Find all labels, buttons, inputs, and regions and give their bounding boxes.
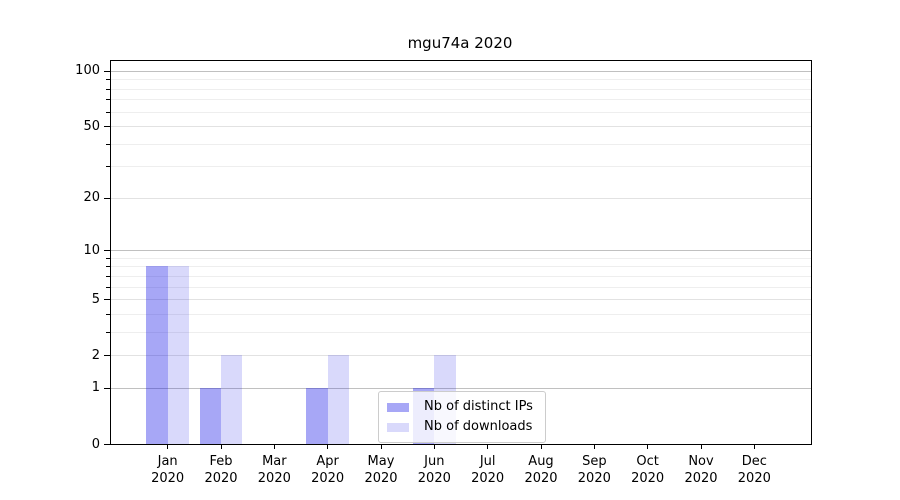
x-tick-label: Oct 2020 bbox=[631, 454, 665, 486]
x-tick-label: Apr 2020 bbox=[311, 454, 345, 486]
bar-distinct-ips bbox=[199, 387, 221, 444]
x-tick-label: Jul 2020 bbox=[471, 454, 505, 486]
y-tick-label: 0 bbox=[91, 436, 100, 452]
minor-gridline bbox=[111, 79, 811, 81]
x-tick-mark bbox=[220, 444, 222, 449]
minor-gridline bbox=[111, 166, 811, 168]
major-gridline bbox=[111, 70, 811, 72]
legend-entry-distinct-ips: Nb of distinct IPs bbox=[387, 398, 537, 416]
y-minor-tick-mark bbox=[106, 275, 110, 277]
x-tick-mark bbox=[380, 444, 382, 449]
x-tick-label: Jun 2020 bbox=[417, 454, 451, 486]
y-tick-label: 2 bbox=[91, 347, 100, 363]
minor-gridline bbox=[111, 275, 811, 277]
major-gridline bbox=[111, 126, 811, 128]
x-tick-mark bbox=[433, 444, 435, 449]
y-tick-label: 1 bbox=[91, 380, 100, 396]
minor-gridline bbox=[111, 331, 811, 333]
bar-downloads bbox=[221, 355, 243, 444]
x-tick-mark bbox=[327, 444, 329, 449]
minor-gridline bbox=[111, 266, 811, 268]
y-tick-mark bbox=[104, 299, 110, 301]
x-tick-mark bbox=[167, 444, 169, 449]
x-tick-label: May 2020 bbox=[364, 454, 398, 486]
y-tick-mark bbox=[104, 197, 110, 199]
y-minor-tick-mark bbox=[106, 79, 110, 81]
minor-gridline bbox=[111, 257, 811, 259]
y-minor-tick-mark bbox=[106, 331, 110, 333]
legend-swatch-distinct-ips bbox=[387, 402, 409, 412]
major-gridline bbox=[111, 250, 811, 252]
y-minor-tick-mark bbox=[106, 143, 110, 145]
bar-downloads bbox=[167, 266, 189, 444]
x-tick-label: Feb 2020 bbox=[204, 454, 238, 486]
y-tick-mark bbox=[104, 355, 110, 357]
minor-gridline bbox=[111, 313, 811, 315]
y-minor-tick-mark bbox=[106, 257, 110, 259]
minor-gridline bbox=[111, 88, 811, 90]
y-tick-mark bbox=[104, 387, 110, 389]
x-tick-label: Mar 2020 bbox=[257, 454, 291, 486]
x-tick-label: Sep 2020 bbox=[577, 454, 611, 486]
major-gridline bbox=[111, 299, 811, 301]
x-tick-mark bbox=[540, 444, 542, 449]
legend-label-distinct-ips: Nb of distinct IPs bbox=[424, 399, 533, 414]
x-tick-label: Nov 2020 bbox=[684, 454, 718, 486]
x-tick-label: Aug 2020 bbox=[524, 454, 558, 486]
major-gridline bbox=[111, 355, 811, 357]
x-tick-mark bbox=[273, 444, 275, 449]
minor-gridline bbox=[111, 143, 811, 145]
x-tick-mark bbox=[647, 444, 649, 449]
major-gridline bbox=[111, 197, 811, 199]
y-tick-label: 50 bbox=[83, 118, 100, 134]
bar-downloads bbox=[327, 355, 349, 444]
bar-distinct-ips bbox=[306, 387, 328, 444]
minor-gridline bbox=[111, 99, 811, 101]
y-tick-label: 100 bbox=[75, 63, 100, 79]
bar-distinct-ips bbox=[146, 266, 168, 444]
y-tick-mark bbox=[104, 126, 110, 128]
chart-title: mgu74a 2020 bbox=[407, 34, 513, 52]
plot-area: 0 1 2 5 10 20 50 100 Jan 2020 Feb 2020 Mar 2020 Apr… bbox=[75, 60, 812, 486]
y-tick-mark bbox=[104, 70, 110, 72]
x-tick-label: Dec 2020 bbox=[737, 454, 771, 486]
y-minor-tick-mark bbox=[106, 166, 110, 168]
legend-swatch-downloads bbox=[387, 422, 409, 432]
y-tick-label: 5 bbox=[91, 291, 100, 307]
minor-gridline bbox=[111, 286, 811, 288]
x-tick-mark bbox=[487, 444, 489, 449]
legend: Nb of distinct IPs Nb of downloads bbox=[378, 391, 546, 443]
legend-entry-downloads: Nb of downloads bbox=[387, 418, 537, 436]
y-minor-tick-mark bbox=[106, 88, 110, 90]
major-gridline bbox=[111, 387, 811, 389]
y-minor-tick-mark bbox=[106, 313, 110, 315]
y-minor-tick-mark bbox=[106, 111, 110, 113]
y-tick-mark bbox=[104, 250, 110, 252]
y-tick-label: 20 bbox=[83, 190, 100, 206]
minor-gridline bbox=[111, 111, 811, 113]
y-minor-tick-mark bbox=[106, 99, 110, 101]
x-tick-mark bbox=[593, 444, 595, 449]
y-minor-tick-mark bbox=[106, 266, 110, 268]
y-minor-tick-mark bbox=[106, 286, 110, 288]
x-tick-label: Jan 2020 bbox=[151, 454, 185, 486]
x-tick-mark bbox=[700, 444, 702, 449]
x-tick-mark bbox=[753, 444, 755, 449]
y-tick-mark bbox=[104, 444, 110, 445]
y-tick-label: 10 bbox=[83, 242, 100, 258]
legend-label-downloads: Nb of downloads bbox=[424, 419, 533, 434]
